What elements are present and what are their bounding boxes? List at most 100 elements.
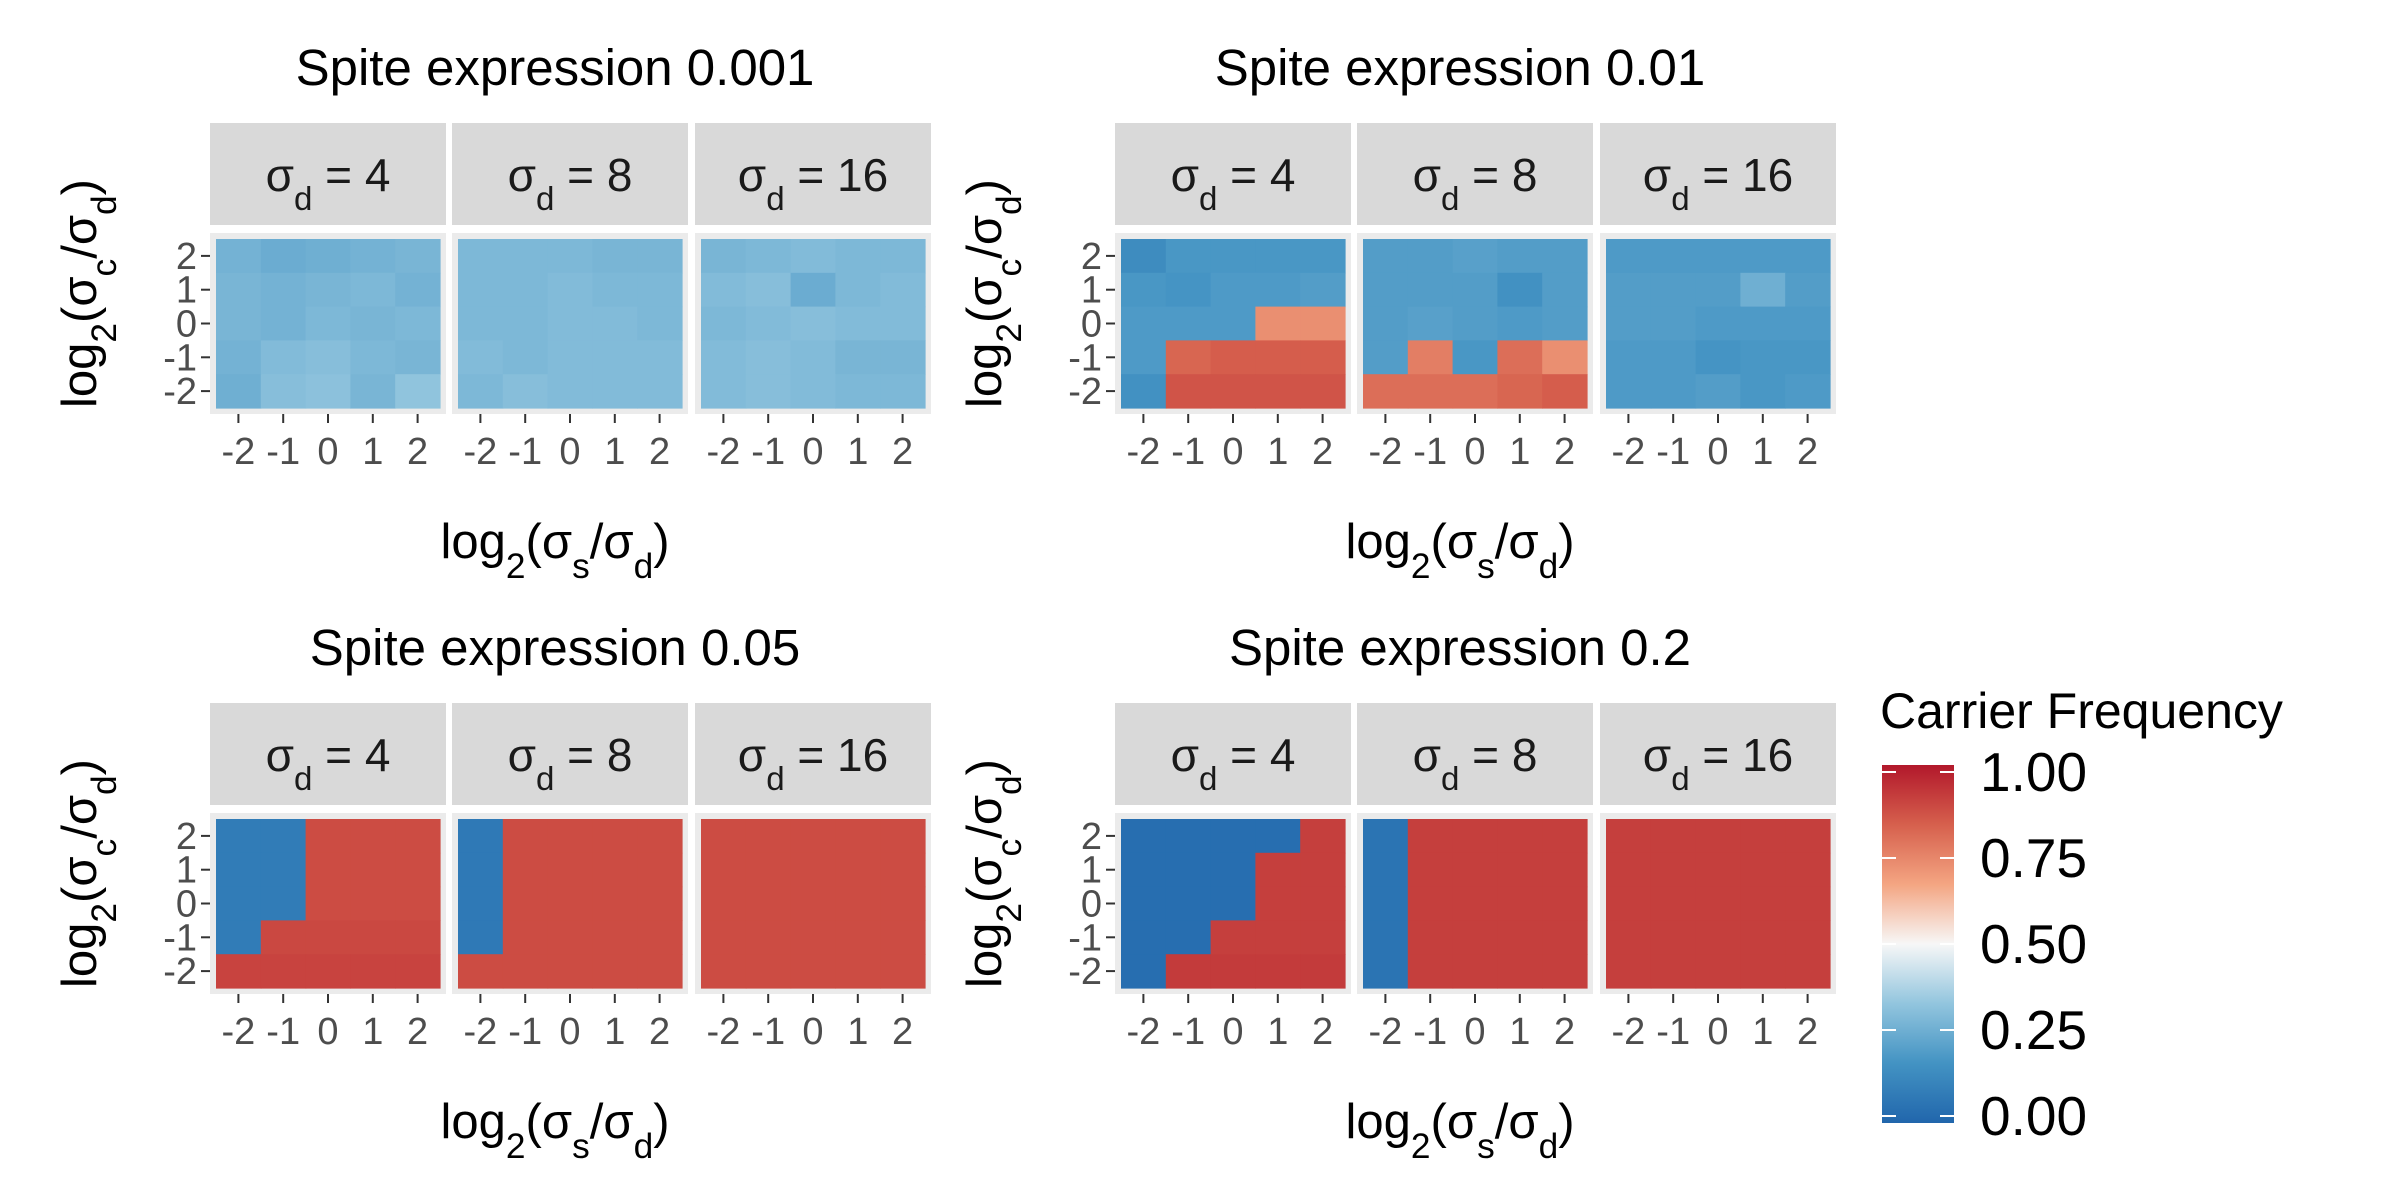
heatmap-cell [790, 272, 836, 308]
heatmap-cell [701, 819, 747, 854]
facet-strip-label: σd = 8 [1413, 729, 1538, 798]
heatmap-cell [835, 819, 881, 854]
heatmap-cell [260, 306, 307, 341]
heatmap-cell [1210, 239, 1256, 274]
heatmap-cell [1452, 374, 1498, 409]
heatmap-cell [1740, 886, 1786, 921]
heatmap-cell [1452, 954, 1498, 989]
heatmap-cell [1363, 819, 1409, 854]
x-tick-label: 2 [649, 1011, 670, 1053]
heatmap-cell [350, 819, 396, 854]
panel-title: Spite expression 0.05 [310, 619, 800, 676]
heatmap-cell [1650, 239, 1697, 274]
heatmap-cell [547, 954, 593, 989]
heatmap-cell [1785, 852, 1831, 888]
heatmap-cell [1363, 852, 1409, 888]
heatmap-cell [1300, 239, 1346, 274]
x-tick-label: 0 [559, 431, 580, 473]
heatmap-cell [1121, 920, 1167, 955]
heatmap-cell [305, 819, 351, 854]
heatmap-cell [1363, 306, 1409, 341]
heatmap-cell [701, 852, 747, 888]
heatmap-cell [1542, 306, 1588, 341]
heatmap-cell [216, 954, 262, 989]
heatmap-cell [1497, 374, 1543, 409]
heatmap-cell [216, 374, 262, 409]
heatmap-cell [1255, 239, 1301, 274]
y-axis-title: log2(σc/σd) [53, 179, 124, 408]
heatmap-cell [745, 819, 792, 854]
facet-strip-label: σd = 8 [508, 149, 633, 218]
heatmap-cell [1407, 374, 1454, 409]
facet-strip [1600, 123, 1836, 225]
heatmap-cell [1606, 819, 1652, 854]
heatmap-cell [1255, 819, 1301, 854]
legend-tick-label: 0.50 [1980, 913, 2087, 975]
heatmap-cell [637, 954, 683, 989]
heatmap-cell [1210, 306, 1256, 341]
x-tick-label: 1 [1509, 431, 1530, 473]
x-axis-title: log2(σs/σd) [1345, 1095, 1574, 1166]
x-tick-label: -2 [1612, 1011, 1646, 1053]
heatmap-cell [395, 306, 441, 341]
heatmap-cell [1695, 306, 1741, 341]
x-tick-label: -2 [1127, 431, 1161, 473]
heatmap-cell [502, 272, 549, 308]
heatmap-cell [1407, 886, 1454, 921]
x-tick-label: -1 [1656, 431, 1690, 473]
heatmap-cell [1165, 819, 1212, 854]
heatmap-cell [880, 239, 926, 274]
heatmap-cell [305, 954, 351, 989]
heatmap-cell [1165, 954, 1212, 989]
legend-tick-label: 1.00 [1980, 741, 2087, 803]
heatmap-cell [745, 954, 792, 989]
x-tick-label: -1 [751, 1011, 785, 1053]
x-tick-label: 1 [1752, 1011, 1773, 1053]
heatmap-cell [790, 306, 836, 341]
heatmap-cell [880, 954, 926, 989]
heatmap-cell [1255, 272, 1301, 308]
y-tick-label: 2 [1081, 816, 1102, 858]
x-tick-label: 0 [317, 1011, 338, 1053]
heatmap-cell [502, 819, 549, 854]
heatmap-cell [1740, 239, 1786, 274]
heatmap-cell [790, 239, 836, 274]
heatmap-cell [1497, 272, 1543, 308]
heatmap-cell [1210, 340, 1256, 375]
heatmap-cell [305, 886, 351, 921]
facet-2: σd = 8 -2 -1 0 1 2 [452, 123, 688, 473]
heatmap-cell [1606, 954, 1652, 989]
heatmap-cell [1363, 340, 1409, 375]
heatmap-cell [395, 819, 441, 854]
y-tick-label: 0 [1081, 884, 1102, 926]
heatmap-cell [1165, 920, 1212, 955]
heatmap-cell [790, 886, 836, 921]
heatmap-cell [260, 239, 307, 274]
x-tick-label: 0 [802, 1011, 823, 1053]
heatmap-cell [547, 306, 593, 341]
heatmap-cell [1606, 272, 1652, 308]
facet-2: σd = 8 -2 -1 0 1 2 [452, 703, 688, 1053]
y-tick-label: -2 [1068, 371, 1102, 413]
x-tick-label: 1 [604, 431, 625, 473]
x-tick-label: -2 [222, 1011, 256, 1053]
heatmap-cell [216, 306, 262, 341]
x-tick-label: 0 [1707, 1011, 1728, 1053]
heatmap-cell [1363, 374, 1409, 409]
y-tick-label: -1 [1068, 337, 1102, 379]
heatmap-cell [260, 374, 307, 409]
x-tick-label: 0 [1464, 1011, 1485, 1053]
heatmap-cell [1255, 852, 1301, 888]
heatmap-cell [1740, 954, 1786, 989]
heatmap-cell [1497, 819, 1543, 854]
heatmap-cell [547, 374, 593, 409]
facet-strip [1357, 703, 1593, 805]
heatmap-cell [1740, 819, 1786, 854]
heatmap-cell [592, 306, 638, 341]
panel-title: Spite expression 0.01 [1215, 39, 1705, 96]
heatmap-cell [835, 340, 881, 375]
facet-strip-label: σd = 16 [738, 729, 888, 798]
heatmap-cell [1542, 340, 1588, 375]
